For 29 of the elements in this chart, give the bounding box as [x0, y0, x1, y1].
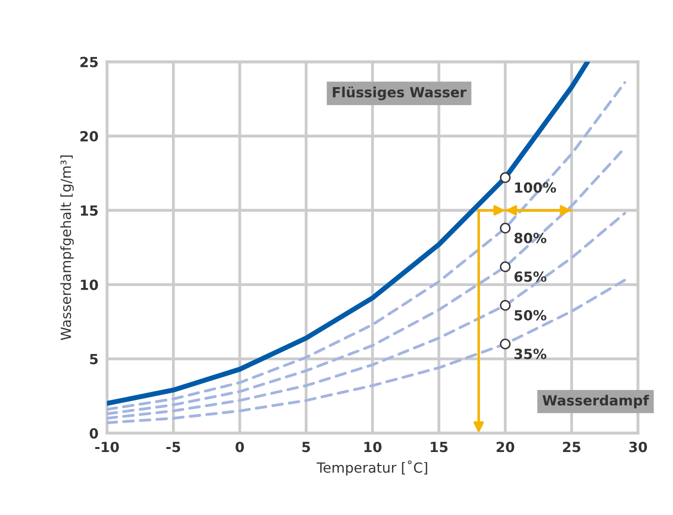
y-tick-label: 0 [90, 428, 98, 439]
y-tick-label: 10 [80, 280, 98, 290]
x-tick-label: 25 [563, 442, 580, 452]
annotation: 80% [514, 232, 546, 244]
point [500, 300, 511, 311]
point [500, 172, 511, 184]
x-tick-label: 20 [496, 442, 514, 452]
x-tick-label: 0 [236, 442, 244, 452]
annotation: 35% [514, 348, 546, 360]
point [500, 222, 511, 234]
annotation: Flüssiges Wasser [332, 86, 466, 100]
x-tick-label: 15 [430, 442, 448, 452]
x-tick-label: 30 [629, 442, 648, 452]
x-tick-label: 5 [302, 442, 310, 452]
x-tick-label: -10 [95, 442, 119, 452]
y-axis-title: Wasserdampfgehalt [g/m³] [60, 156, 74, 340]
y-tick-label: 15 [80, 205, 98, 216]
x-axis-title: Temperatur [˚C] [316, 460, 428, 476]
y-tick-label: 20 [80, 131, 98, 142]
x-tick-label: -5 [166, 442, 180, 452]
annotation: 65% [514, 271, 546, 282]
x-tick-label: 10 [364, 442, 382, 452]
annotation: 50% [514, 310, 546, 321]
y-tick-label: 25 [80, 56, 98, 68]
annotation: Wasserdampf [542, 394, 650, 408]
y-tick-label: 5 [90, 354, 98, 364]
annotation: 100% [515, 182, 556, 193]
point [500, 338, 511, 350]
point [500, 261, 511, 272]
